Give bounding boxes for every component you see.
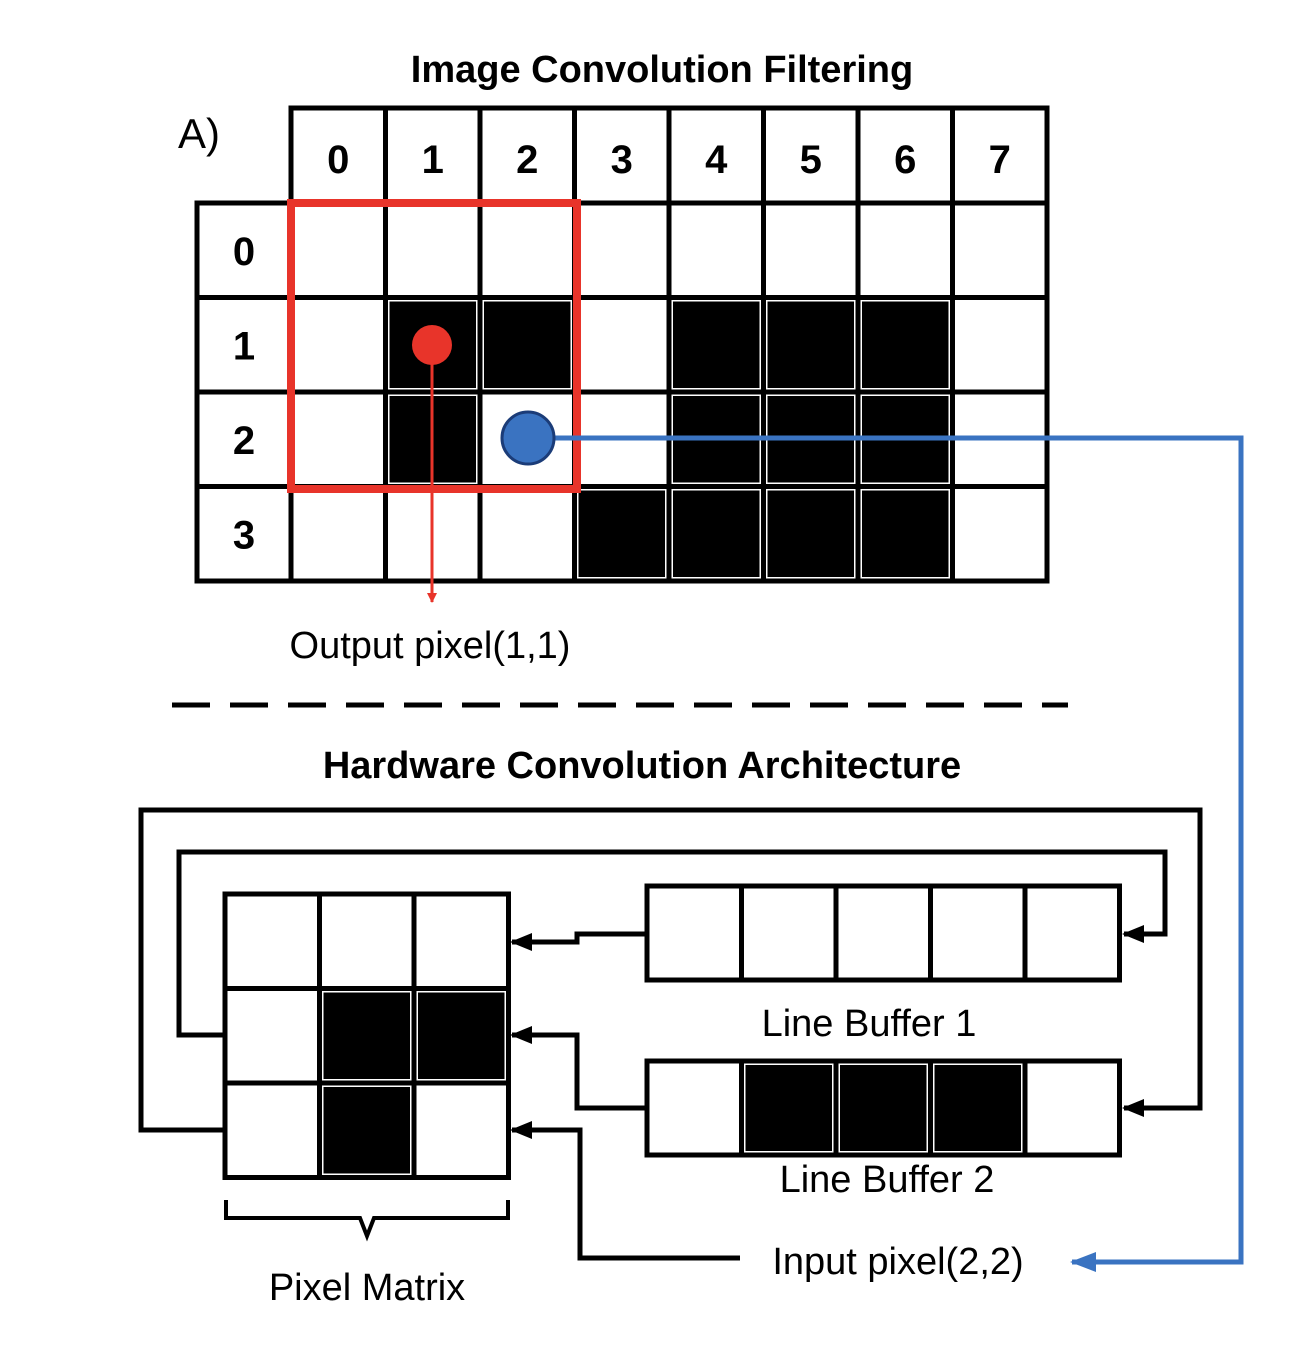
image-pixel-cell bbox=[950, 484, 1050, 584]
feedback-wire-to-line-buffer-2 bbox=[138, 807, 1203, 1133]
line-buffer-2-dark bbox=[745, 1065, 832, 1151]
line-buffer-2-label: Line Buffer 2 bbox=[780, 1159, 995, 1201]
image-pixel-cell bbox=[950, 295, 1050, 395]
row-header-label: 0 bbox=[233, 230, 255, 274]
line-buffer-1-cell bbox=[644, 883, 744, 983]
line-buffer-1-output-wire bbox=[510, 931, 647, 951]
image-pixel-cell bbox=[288, 389, 388, 489]
column-header-label: 6 bbox=[894, 138, 916, 182]
image-pixel-cell bbox=[761, 200, 861, 300]
output-pixel-dot bbox=[412, 325, 452, 365]
image-pixel-dark bbox=[673, 301, 760, 388]
kernel-window bbox=[287, 199, 581, 493]
image-pixel-cell bbox=[950, 200, 1050, 300]
image-pixel-cell bbox=[572, 295, 672, 395]
column-header-label: 5 bbox=[800, 138, 822, 182]
pixel-matrix-cell bbox=[222, 986, 322, 1086]
line-buffer-2-cell bbox=[1022, 1058, 1122, 1158]
hardware-architecture-title: Hardware Convolution Architecture bbox=[323, 745, 961, 787]
pixel-matrix-cell bbox=[411, 1080, 511, 1180]
input-pixel-dot bbox=[500, 410, 556, 466]
input-pixel-label: Input pixel(2,2) bbox=[772, 1241, 1023, 1283]
line-buffer-1-cell bbox=[739, 883, 839, 983]
input-link-line bbox=[553, 435, 1244, 1272]
image-pixel-cell bbox=[288, 200, 388, 300]
column-header-label: 3 bbox=[611, 138, 633, 182]
image-pixel-dark bbox=[484, 301, 571, 388]
image-pixel-cell bbox=[288, 295, 388, 395]
input-pixel-wire bbox=[510, 1121, 740, 1261]
pixel-matrix-cell bbox=[222, 891, 322, 991]
column-header-label: 2 bbox=[516, 138, 538, 182]
image-convolution-title: Image Convolution Filtering bbox=[411, 49, 913, 91]
column-header-label: 1 bbox=[422, 138, 444, 182]
pixel-matrix-dark bbox=[323, 992, 410, 1079]
image-pixel-dark bbox=[862, 490, 949, 577]
image-pixel-dark bbox=[767, 490, 854, 577]
line-buffer-1-label: Line Buffer 1 bbox=[762, 1003, 977, 1045]
column-headers: 0 1 2 3 4 5 6 7 bbox=[288, 105, 1050, 206]
image-pixel-dark bbox=[578, 490, 665, 577]
pixel-matrix-cell bbox=[317, 891, 417, 991]
row-header-label: 1 bbox=[233, 325, 255, 369]
image-pixel-grid bbox=[288, 200, 1050, 584]
column-header-label: 4 bbox=[705, 138, 728, 182]
image-pixel-dark bbox=[767, 301, 854, 388]
pixel-matrix-dark bbox=[323, 1087, 410, 1174]
row-header-label: 3 bbox=[233, 514, 255, 558]
row-header-label: 2 bbox=[233, 419, 255, 463]
image-pixel-dark bbox=[673, 490, 760, 577]
output-pixel-label: Output pixel(1,1) bbox=[290, 625, 571, 667]
pixel-matrix-brace bbox=[224, 1200, 510, 1242]
row-header-cell bbox=[194, 295, 294, 395]
image-pixel-cell bbox=[666, 200, 766, 300]
pixel-matrix-label: Pixel Matrix bbox=[269, 1267, 465, 1309]
image-pixel-cell bbox=[477, 484, 577, 584]
line-buffer-2-cell bbox=[644, 1058, 744, 1158]
row-header-cell bbox=[194, 484, 294, 584]
line-buffer-1-cell bbox=[833, 883, 933, 983]
part-label: A) bbox=[178, 110, 220, 157]
line-buffer-1 bbox=[644, 883, 1122, 983]
column-header-label: 0 bbox=[327, 138, 349, 182]
pixel-matrix-dark bbox=[418, 992, 505, 1079]
image-pixel-cell bbox=[477, 200, 577, 300]
pixel-matrix bbox=[222, 891, 511, 1180]
image-pixel-cell bbox=[288, 484, 388, 584]
line-buffer-2-output-wire bbox=[510, 1026, 647, 1111]
column-header-cell bbox=[950, 105, 1050, 206]
line-buffer-1-cell bbox=[928, 883, 1028, 983]
pixel-matrix-cell bbox=[222, 1080, 322, 1180]
line-buffer-1-cell bbox=[1022, 883, 1122, 983]
line-buffer-2-dark bbox=[934, 1065, 1021, 1151]
column-header-label: 7 bbox=[989, 138, 1011, 182]
row-headers: 0 1 2 3 bbox=[194, 200, 294, 584]
pixel-matrix-cell bbox=[411, 891, 511, 991]
image-pixel-cell bbox=[572, 200, 672, 300]
image-pixel-dark bbox=[862, 301, 949, 388]
line-buffer-2 bbox=[644, 1058, 1122, 1158]
feedback-wire-to-line-buffer-1 bbox=[176, 849, 1168, 1038]
line-buffer-2-dark bbox=[840, 1065, 927, 1151]
image-pixel-cell bbox=[383, 200, 483, 300]
image-pixel-cell bbox=[855, 200, 955, 300]
